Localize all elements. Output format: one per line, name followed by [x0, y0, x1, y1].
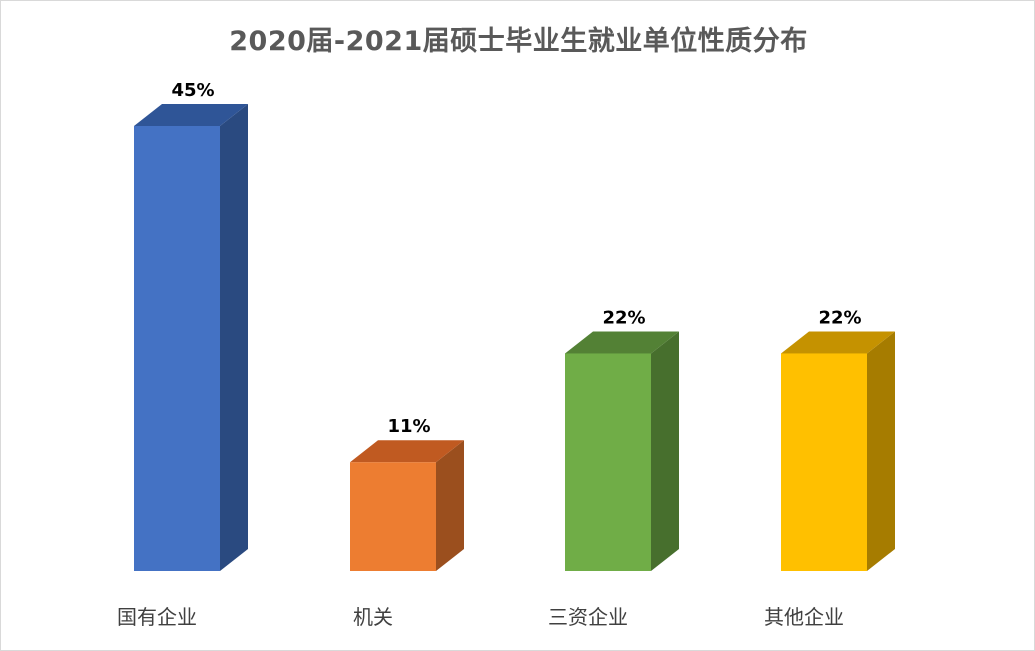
chart-title: 2020届-2021届硕士毕业生就业单位性质分布 — [229, 26, 808, 57]
bar-group-1: 45% 国有企业 — [117, 80, 248, 629]
bar-side-face — [220, 104, 248, 571]
bar-top-face — [350, 440, 464, 463]
bar — [781, 353, 867, 571]
category-label: 国有企业 — [117, 605, 197, 629]
category-label: 其他企业 — [764, 605, 844, 629]
bar-group-2: 11% 机关 — [350, 416, 464, 629]
bar — [565, 353, 651, 571]
data-label: 22% — [602, 307, 645, 328]
category-label: 三资企业 — [548, 605, 628, 629]
bar — [134, 126, 220, 571]
bar-group-3: 22% 三资企业 — [548, 307, 679, 629]
bar — [350, 462, 436, 571]
bar-top-face — [781, 331, 895, 354]
bar-top-face — [134, 104, 248, 126]
data-label: 45% — [171, 80, 214, 101]
bar-group-4: 22% 其他企业 — [764, 307, 895, 629]
category-label: 机关 — [353, 605, 393, 629]
data-label: 22% — [818, 307, 861, 328]
bar-side-face — [867, 331, 895, 571]
data-label: 11% — [387, 416, 430, 437]
bar-top-face — [565, 331, 679, 354]
bar-side-face — [436, 440, 464, 571]
bar-side-face — [651, 331, 679, 571]
